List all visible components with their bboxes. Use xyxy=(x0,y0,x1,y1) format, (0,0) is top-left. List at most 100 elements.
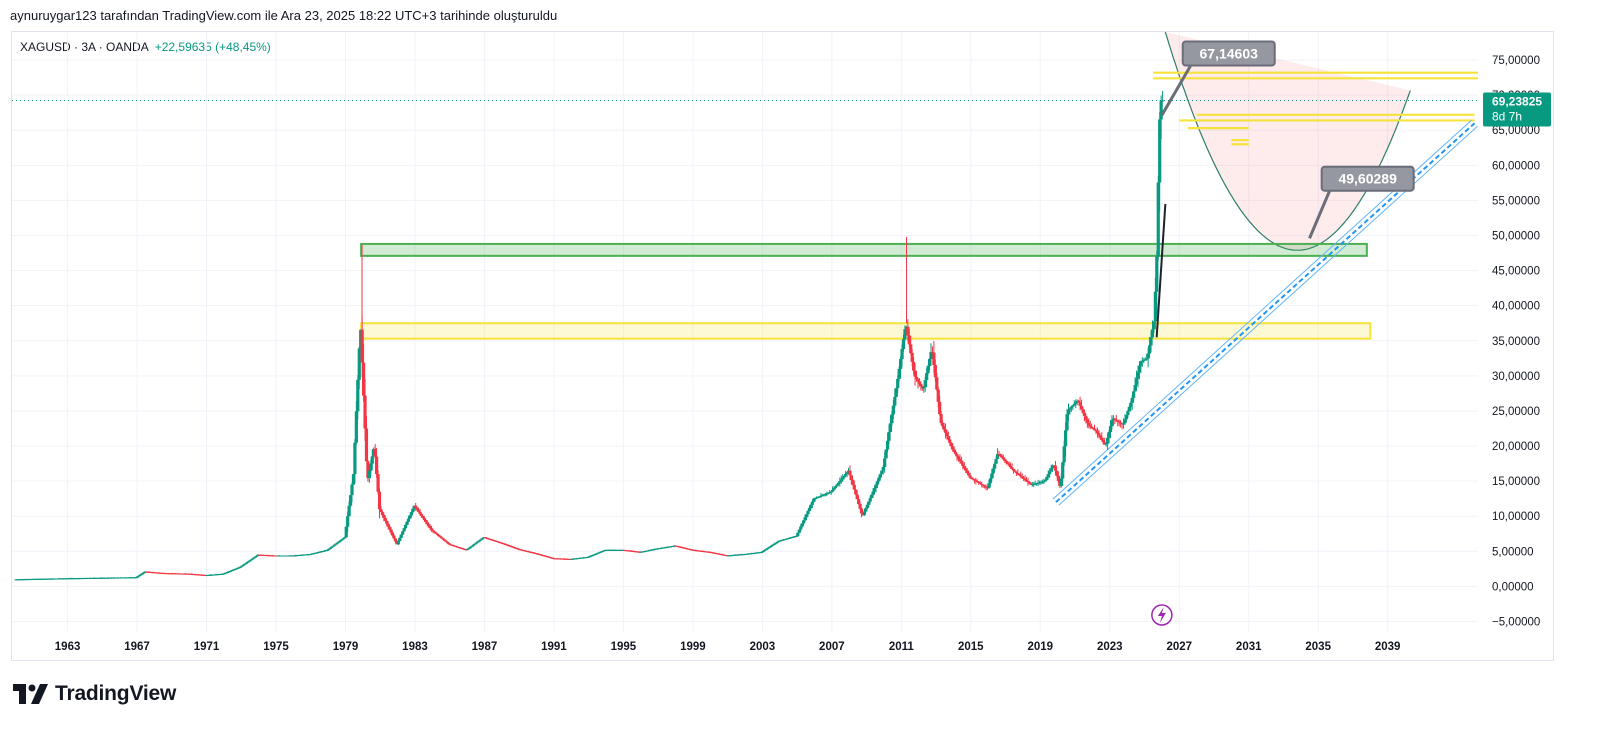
candle-body xyxy=(797,529,801,533)
candle-body xyxy=(987,483,991,489)
candle-body xyxy=(1137,365,1142,373)
x-tick-label: 1983 xyxy=(402,641,428,653)
candle-body xyxy=(982,485,987,487)
candle-body xyxy=(335,542,340,544)
candle-body xyxy=(237,567,241,569)
candle-body xyxy=(1072,403,1076,406)
candle-body xyxy=(843,474,848,476)
candle-body xyxy=(799,526,803,530)
candles xyxy=(14,91,1165,581)
candle-body xyxy=(884,449,888,459)
candle-body xyxy=(1108,426,1113,432)
candle-body xyxy=(402,528,406,532)
candle-body xyxy=(353,442,357,475)
x-tick-label: 1987 xyxy=(472,641,498,653)
chart-frame xyxy=(11,31,1554,661)
candle-body xyxy=(974,480,978,482)
candle-body xyxy=(136,576,140,578)
y-tick-label: 60,00000 xyxy=(1492,160,1540,172)
candle-body xyxy=(337,541,341,543)
candle-body xyxy=(1006,462,1010,465)
candle-body xyxy=(1095,431,1100,433)
candle-body xyxy=(800,523,804,527)
candle-body xyxy=(761,551,765,553)
candle-body xyxy=(1001,457,1005,460)
x-tick-label: 1995 xyxy=(611,641,637,653)
candle-body xyxy=(1159,100,1163,120)
x-tick-label: 1975 xyxy=(263,641,289,653)
candle-body xyxy=(386,523,390,527)
candle-body xyxy=(807,507,812,512)
tradingview-logo[interactable]: TradingView xyxy=(13,682,176,706)
candle-body xyxy=(1049,468,1053,472)
candle-body xyxy=(500,542,505,544)
candle-body xyxy=(1013,470,1017,472)
candle-body xyxy=(835,484,839,487)
candle-body xyxy=(409,512,413,516)
candle-body xyxy=(405,521,409,525)
candle-body xyxy=(425,522,429,525)
candle-body xyxy=(330,546,334,548)
candle-body xyxy=(1152,321,1156,330)
candle-body xyxy=(926,366,930,374)
candle-body xyxy=(361,362,366,396)
candle-body xyxy=(1146,353,1150,359)
candle-body xyxy=(1094,430,1098,432)
candle-body xyxy=(1000,455,1004,458)
candle-body xyxy=(473,543,477,545)
candle-body xyxy=(479,539,483,541)
candle-body xyxy=(1119,422,1123,424)
x-tick-label: 1963 xyxy=(55,641,81,653)
candle-body xyxy=(890,414,894,424)
candle-body xyxy=(990,473,994,479)
candle-body xyxy=(952,449,956,452)
candle-body xyxy=(903,329,907,340)
candle-body xyxy=(809,504,813,508)
candle-body xyxy=(802,520,806,524)
candle-body xyxy=(888,423,893,432)
candle-body xyxy=(1022,477,1026,479)
candle-body xyxy=(1053,465,1058,471)
candle-body xyxy=(1134,378,1139,385)
candle-body xyxy=(241,564,246,566)
candle-body xyxy=(375,456,379,475)
x-tick-label: 1999 xyxy=(680,641,706,653)
candle-body xyxy=(1046,474,1050,478)
candle-body xyxy=(1042,481,1046,483)
lightning-icon-bolt xyxy=(1157,607,1166,623)
candle-body xyxy=(416,509,421,512)
candle-body xyxy=(964,468,968,471)
candle-body xyxy=(1074,402,1078,404)
candle-body xyxy=(771,544,775,546)
candle-body xyxy=(225,572,230,573)
candle-body xyxy=(224,572,228,574)
candle-body xyxy=(421,515,425,518)
candle-body xyxy=(139,574,143,576)
candle-body xyxy=(1059,478,1063,487)
candle-body xyxy=(440,537,444,539)
candle-body xyxy=(393,538,398,542)
candle-body xyxy=(370,456,374,464)
candle-body xyxy=(894,388,898,397)
candle-body xyxy=(955,454,959,457)
candle-body xyxy=(922,387,926,389)
candle-body xyxy=(388,526,392,530)
candle-body xyxy=(933,364,937,378)
candle-body xyxy=(917,381,922,384)
candle-body xyxy=(938,401,942,415)
candle-body xyxy=(914,376,919,380)
candle-body xyxy=(432,531,437,533)
candle-body xyxy=(810,501,814,505)
candle-body xyxy=(901,339,906,350)
candle-body xyxy=(1045,477,1049,480)
candle-body xyxy=(1097,432,1101,436)
candle-body xyxy=(503,543,508,545)
candle-body xyxy=(930,352,935,353)
candle-body xyxy=(816,496,820,498)
candle-body xyxy=(427,524,431,527)
y-tick-label: 20,00000 xyxy=(1492,441,1540,453)
candle-body xyxy=(829,491,833,493)
y-tick-label: 0,00000 xyxy=(1492,581,1534,593)
candle-body xyxy=(794,535,798,537)
